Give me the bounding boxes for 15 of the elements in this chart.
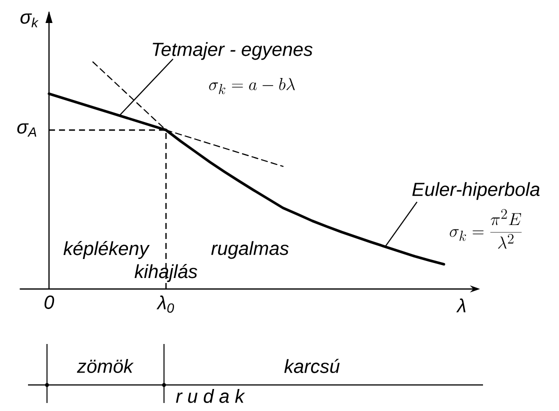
- text: karcsú: [284, 358, 340, 374]
- annotation: Euler-hiperbola: [412, 182, 540, 200]
- text: zömök: [76, 359, 134, 373]
- ref-line-label: σ$_{A}$: [17, 123, 36, 137]
- annotation: kihajlás: [134, 264, 198, 282]
- annotation: képlékeny: [64, 241, 150, 259]
- annotation: $\sigma_k = a - b\lambda$: [209, 78, 295, 94]
- text: r u d a k: [176, 389, 246, 403]
- x-axis-title: λ: [456, 298, 466, 312]
- x-tick-label: 0: [44, 296, 54, 309]
- y-axis-title: σ$_{k}$: [20, 14, 39, 28]
- annotation: $\sigma_k = \frac{\pi^2 E}{\lambda^2}$: [450, 209, 522, 249]
- annotation: rugalmas: [211, 241, 289, 259]
- text: Tetmajer - egyenes: [152, 42, 313, 60]
- x-tick-label: λ$_{0}$: [156, 296, 174, 313]
